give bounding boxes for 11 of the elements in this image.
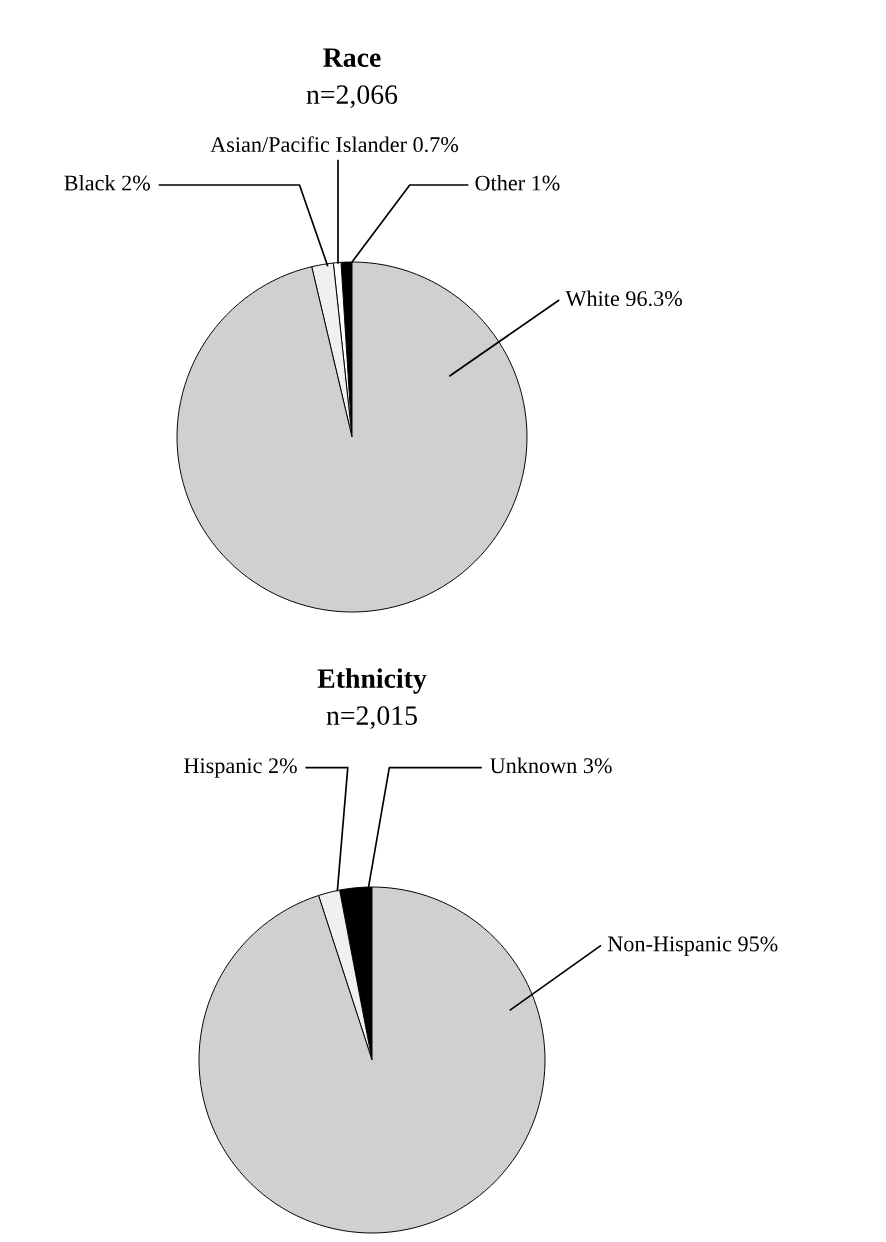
slice-label: Hispanic 2% [184,758,297,778]
chart-subtitle: n=2,066 [306,85,398,108]
slice-label: White 96.3% [565,290,682,307]
chart-title: Ethnicity [317,668,427,694]
slice-label: Other 1% [475,174,560,191]
chart-subtitle: n=2,015 [326,706,417,729]
slice-label: Non-Hispanic 95% [607,936,778,956]
slice-label: Unknown 3% [490,757,612,774]
slice-label: Asian/Pacific Islander 0.7% [210,136,459,153]
chart-title: Race [323,48,381,67]
slice-label: Black 2% [64,174,150,191]
